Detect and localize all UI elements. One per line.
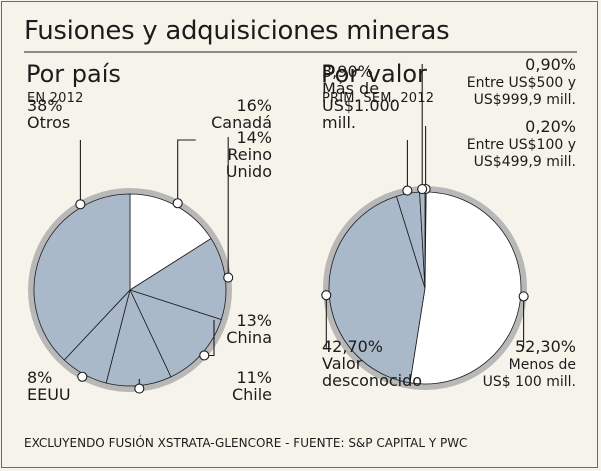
- pie-outer-ring: [28, 188, 232, 392]
- footer-source: EXCLUYENDO FUSIÓN XSTRATA-GLENCORE - FUE…: [24, 436, 468, 450]
- title-rule: [24, 51, 577, 53]
- slice-percent-label: 11%: [236, 368, 272, 387]
- slice-percent-label: 13%: [236, 311, 272, 330]
- slice-marker-dot: [223, 272, 234, 283]
- slice-marker-dot: [321, 290, 332, 301]
- slice-percent-label: 14%: [236, 128, 272, 147]
- chart-2-title: Por valor: [321, 60, 427, 88]
- slice-category-label: US$499,9 mill.: [474, 154, 576, 170]
- slice-category-label: Entre US$100 y: [467, 137, 576, 153]
- slice-percent-label: 16%: [236, 96, 272, 115]
- slice-category-label: Chile: [232, 385, 272, 404]
- chart-2-subtitle: PRIM. SEM. 2012: [322, 91, 435, 106]
- slice-marker-dot: [518, 291, 529, 302]
- slice-percent-label: 0,90%: [525, 55, 576, 74]
- slice-category-label: desconocido: [322, 371, 422, 390]
- slice-marker-dot: [199, 350, 210, 361]
- chart-1-title: Por país: [26, 60, 121, 88]
- slice-category-label: Entre US$500 y: [467, 75, 576, 91]
- leader-line: [177, 139, 196, 204]
- figure-title: Fusiones y adquisiciones mineras: [24, 16, 450, 46]
- slice-category-label: Canadá: [211, 113, 272, 132]
- slice-marker-dot: [77, 371, 88, 382]
- slice-category-label: Más de: [322, 79, 379, 98]
- slice-marker-dot: [402, 185, 413, 196]
- slice-category-label: Reino: [227, 145, 272, 164]
- slice-marker-dot: [75, 199, 86, 210]
- pie-chart-2: 0,20%Entre US$100 yUS$499,9 mill.52,30%M…: [321, 55, 576, 390]
- slice-marker-dot: [134, 383, 145, 394]
- slice-percent-label: 52,30%: [515, 337, 576, 356]
- slice-marker-dot: [172, 198, 183, 209]
- slice-category-label: China: [226, 328, 272, 347]
- slice-category-label: US$1.000: [322, 96, 400, 115]
- slice-percent-label: 38%: [27, 96, 63, 115]
- slice-category-label: EEUU: [27, 385, 71, 404]
- pie-slice: [409, 191, 522, 385]
- slice-percent-label: 42,70%: [322, 337, 383, 356]
- slice-category-label: US$ 100 mill.: [483, 374, 576, 390]
- slice-percent-label: 3,90%: [322, 62, 373, 81]
- slice-percent-label: 0,20%: [525, 117, 576, 136]
- pie-slice: [33, 193, 131, 361]
- slice-category-label: Otros: [27, 113, 70, 132]
- slice-category-label: Valor: [322, 354, 363, 373]
- slice-marker-dot: [417, 183, 428, 195]
- slice-percent-label: 8%: [27, 368, 52, 387]
- slice-category-label: US$999,9 mill.: [474, 92, 576, 108]
- slice-category-label: Unido: [226, 162, 272, 181]
- slice-category-label: mill.: [322, 113, 356, 132]
- slice-category-label: Menos de: [509, 357, 576, 373]
- chart-1-subtitle: EN 2012: [27, 91, 84, 106]
